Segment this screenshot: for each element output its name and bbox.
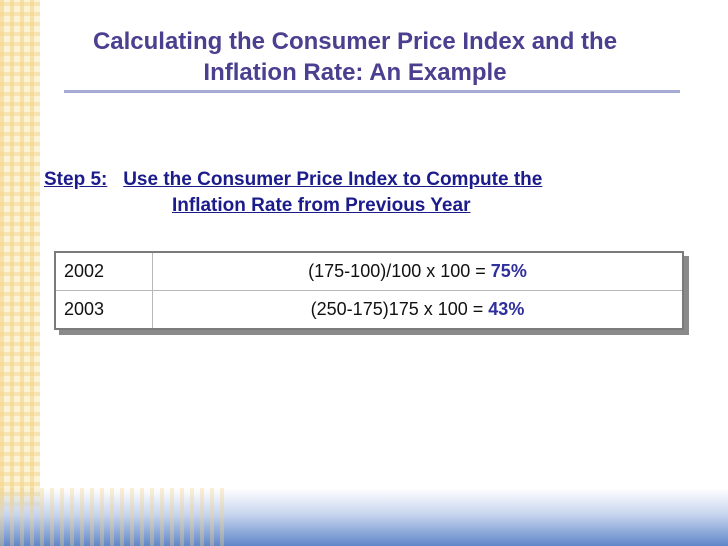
step-text-line-2: Inflation Rate from Previous Year	[172, 195, 471, 216]
decorative-left-strip	[0, 0, 40, 546]
inflation-result: 75%	[490, 261, 527, 281]
inflation-table: 2002 (175-100)/100 x 100 = 75% 2003 (250…	[54, 251, 684, 330]
slide-title-line-2: Inflation Rate: An Example	[203, 59, 507, 86]
calculation-cell: (175-100)/100 x 100 = 75%	[152, 251, 684, 291]
table-row: 2003 (250-175)175 x 100 = 43%	[54, 290, 684, 330]
year-cell: 2003	[54, 290, 153, 330]
slide-title-line-1: Calculating the Consumer Price Index and…	[92, 28, 618, 55]
calculation-cell: (250-175)175 x 100 = 43%	[152, 290, 684, 330]
decorative-bottom-band	[0, 488, 728, 546]
inflation-result: 43%	[488, 299, 525, 319]
step-label: Step 5:	[44, 169, 108, 190]
formula-text: (175-100)/100 x 100 =	[308, 261, 491, 281]
step-heading: Step 5: Use the Consumer Price Index to …	[44, 167, 694, 219]
step-text-line-1: Use the Consumer Price Index to Compute …	[123, 169, 543, 190]
title-divider	[64, 90, 680, 93]
year-cell: 2002	[54, 251, 153, 291]
table-row: 2002 (175-100)/100 x 100 = 75%	[54, 251, 684, 291]
formula-text: (250-175)175 x 100 =	[310, 299, 489, 319]
slide-title: Calculating the Consumer Price Index and…	[40, 26, 670, 88]
